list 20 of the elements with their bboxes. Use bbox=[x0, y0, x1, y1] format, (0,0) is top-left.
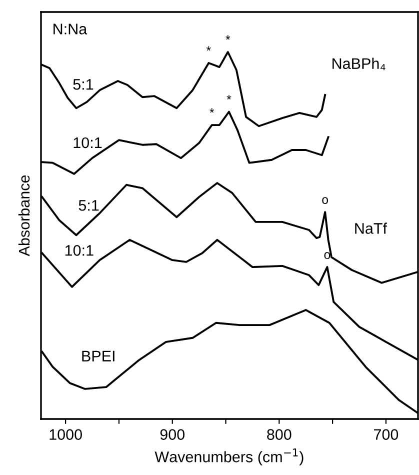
x-tick-label: 1000 bbox=[50, 429, 82, 440]
annotation: o bbox=[322, 197, 328, 204]
annotation: * bbox=[210, 108, 214, 113]
y-axis-title: Absorbance bbox=[18, 175, 30, 256]
annotation: o bbox=[324, 252, 330, 260]
x-tick-label: 800 bbox=[267, 429, 292, 440]
annotation: NaBPh₄ bbox=[332, 58, 386, 70]
x-tick-label: 700 bbox=[374, 429, 398, 440]
text: N:Na bbox=[54, 24, 88, 34]
x-tick-label: 900 bbox=[160, 429, 185, 440]
x-axis-title: Wavenumbers (cm$^{−1}$) bbox=[154, 448, 304, 466]
annotation: * bbox=[226, 95, 232, 100]
series-label: BPEI bbox=[82, 350, 114, 362]
series-label: 10:1 bbox=[74, 137, 102, 148]
series-label: 5:1 bbox=[78, 200, 99, 211]
series-label: 10:1 bbox=[65, 245, 94, 256]
series-label: 5:1 bbox=[73, 79, 94, 90]
annotation: * bbox=[206, 46, 211, 51]
annotation: NaTf bbox=[355, 222, 388, 234]
annotation: * bbox=[226, 35, 230, 40]
